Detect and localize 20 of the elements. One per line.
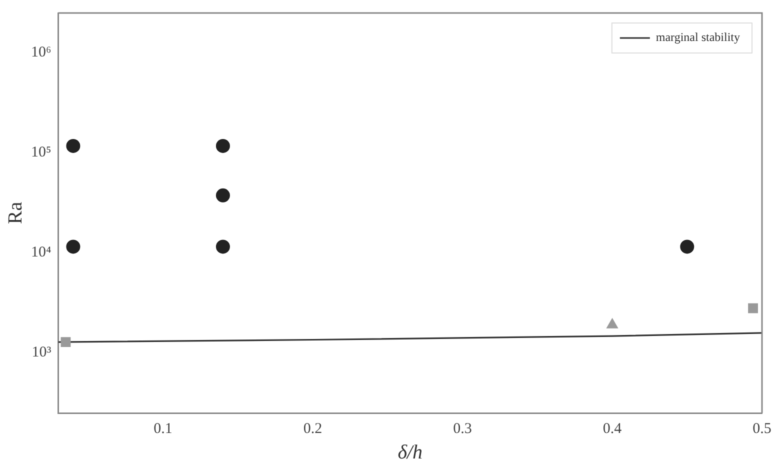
- x-tick-label: 0.3: [453, 420, 472, 437]
- y-tick-label: 10⁵: [30, 144, 52, 161]
- legend-label: marginal stability: [656, 30, 740, 44]
- y-axis-title: Ra: [4, 202, 26, 224]
- x-tick-label: 0.4: [602, 420, 622, 437]
- y-tick-label: 10⁴: [30, 244, 52, 261]
- y-tick-label: 10⁶: [30, 44, 52, 61]
- x-tick-label: 0.2: [303, 420, 322, 437]
- point: [216, 188, 230, 202]
- x-tick-label: 0.5: [752, 420, 772, 437]
- point: [748, 303, 758, 314]
- x-axis-title: δ/h: [398, 441, 423, 464]
- point: [680, 240, 694, 254]
- point: [66, 240, 80, 254]
- y-tick-label: 10³: [32, 344, 52, 361]
- x-tick-label: 0.1: [154, 420, 172, 437]
- point: [216, 240, 230, 254]
- point: [60, 337, 71, 348]
- point: [66, 138, 80, 153]
- point: [216, 138, 230, 153]
